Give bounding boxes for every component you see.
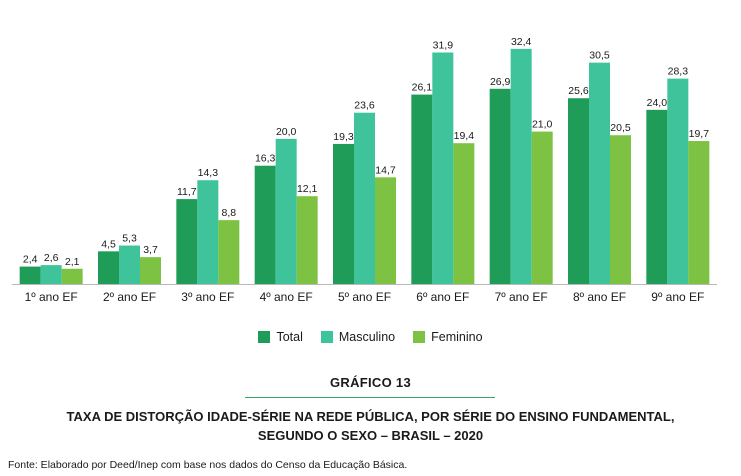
value-label-total-2: 4,5 — [101, 238, 116, 250]
value-label-feminino-3: 8,8 — [222, 207, 237, 219]
figure-source: Fonte: Elaborado por Deed/Inep com base … — [8, 459, 408, 471]
bar-total-5 — [333, 143, 354, 284]
value-label-masculino-7: 32,4 — [511, 36, 532, 48]
bar-total-8 — [568, 98, 589, 285]
value-label-feminino-8: 20,5 — [610, 122, 631, 134]
category-label-3: 3º ano EF — [181, 290, 234, 304]
category-label-7: 7º ano EF — [495, 290, 548, 304]
bar-feminino-8 — [610, 135, 631, 284]
legend: Total Masculino Feminino — [0, 330, 741, 344]
bar-feminino-3 — [218, 220, 240, 284]
value-label-masculino-9: 28,3 — [668, 66, 689, 78]
bar-feminino-6 — [453, 143, 475, 284]
bar-masculino-7 — [510, 48, 532, 284]
bar-feminino-7 — [531, 131, 553, 284]
legend-label-feminino: Feminino — [431, 330, 483, 344]
bar-total-2 — [98, 251, 119, 284]
figure-title-line-1: TAXA DE DISTORÇÃO IDADE-SÉRIE NA REDE PÚ… — [66, 409, 675, 424]
value-label-total-1: 2,4 — [23, 254, 38, 266]
value-label-feminino-6: 19,4 — [454, 130, 475, 142]
bar-masculino-6 — [432, 52, 454, 284]
value-label-masculino-8: 30,5 — [589, 50, 610, 62]
value-label-total-3: 11,7 — [177, 186, 197, 198]
category-label-2: 2º ano EF — [103, 290, 156, 304]
value-label-total-4: 16,3 — [255, 153, 276, 165]
legend-label-masculino: Masculino — [338, 330, 396, 344]
value-label-feminino-7: 21,0 — [532, 119, 553, 131]
value-label-total-7: 26,9 — [490, 76, 511, 88]
value-label-masculino-5: 23,6 — [354, 100, 375, 112]
value-label-masculino-4: 20,0 — [276, 126, 297, 138]
value-label-feminino-5: 14,7 — [375, 164, 396, 176]
value-label-masculino-6: 31,9 — [433, 39, 454, 51]
legend-swatch-feminino — [413, 331, 426, 343]
bar-total-9 — [646, 109, 668, 284]
figure-title-line-2: SEGUNDO O SEXO – BRASIL – 2020 — [257, 428, 484, 443]
bar-total-3 — [176, 199, 198, 284]
figure-rule — [245, 397, 495, 398]
value-label-feminino-1: 2,1 — [65, 256, 80, 268]
figure-title: TAXA DE DISTORÇÃO IDADE-SÉRIE NA REDE PÚ… — [20, 407, 721, 445]
bar-feminino-2 — [140, 257, 161, 284]
legend-item-feminino: Feminino — [413, 330, 483, 344]
category-label-8: 8º ano EF — [573, 290, 626, 304]
category-label-9: 9º ano EF — [651, 290, 704, 304]
value-label-feminino-2: 3,7 — [143, 244, 158, 256]
bar-feminino-9 — [688, 141, 710, 284]
value-labels-group: 2,4 2,6 2,1 4,5 5,3 3,7 11,714,3 8,8 16,3 20,0 12,… — [23, 36, 709, 268]
legend-swatch-masculino — [320, 331, 333, 343]
bars-group — [19, 48, 710, 285]
legend-item-masculino: Masculino — [320, 330, 396, 344]
value-label-total-6: 26,1 — [412, 82, 433, 94]
bar-total-7 — [489, 88, 511, 284]
category-labels-group: 1º ano EF 2º ano EF 3º ano EF 4º ano EF 5º a… — [25, 290, 705, 304]
legend-swatch-total — [258, 331, 271, 343]
bar-masculino-2 — [119, 245, 140, 284]
figure-number: GRÁFICO 13 — [329, 375, 411, 390]
bar-masculino-4 — [275, 138, 297, 284]
value-label-feminino-9: 19,7 — [689, 128, 710, 140]
category-label-5: 5º ano EF — [338, 290, 391, 304]
bar-chart: 2,4 2,6 2,1 4,5 5,3 3,7 11,714,3 8,8 16,3 20,0 12,… — [12, 36, 717, 304]
category-label-1: 1º ano EF — [25, 290, 78, 304]
value-label-masculino-3: 14,3 — [198, 167, 219, 179]
value-label-total-9: 24,0 — [647, 97, 668, 109]
bar-masculino-5 — [354, 112, 375, 284]
value-label-total-8: 25,6 — [568, 85, 589, 97]
bar-masculino-3 — [197, 180, 219, 284]
value-label-masculino-1: 2,6 — [44, 252, 59, 264]
value-label-masculino-2: 5,3 — [122, 233, 137, 245]
value-label-feminino-4: 12,1 — [297, 183, 318, 195]
bar-total-4 — [254, 165, 276, 284]
category-label-6: 6º ano EF — [416, 290, 469, 304]
bar-total-6 — [411, 94, 433, 285]
bar-masculino-1 — [40, 265, 62, 284]
bar-feminino-4 — [296, 196, 318, 284]
bar-total-1 — [19, 266, 41, 284]
legend-item-total: Total — [258, 330, 303, 344]
bar-masculino-9 — [667, 78, 689, 284]
category-label-4: 4º ano EF — [260, 290, 313, 304]
bar-feminino-5 — [375, 177, 396, 284]
value-label-total-5: 19,3 — [333, 131, 354, 143]
legend-label-total: Total — [276, 330, 303, 344]
bar-feminino-1 — [61, 268, 83, 284]
bar-masculino-8 — [589, 62, 610, 285]
